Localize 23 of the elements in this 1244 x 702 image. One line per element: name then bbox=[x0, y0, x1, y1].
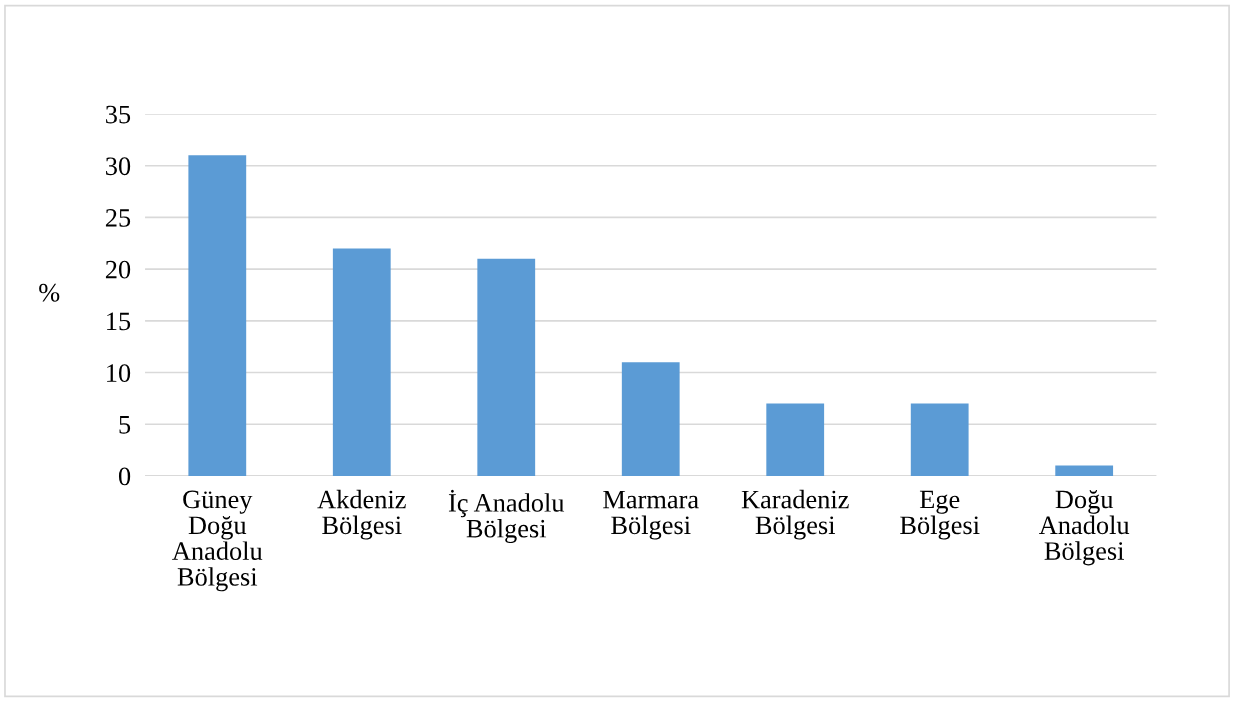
y-tick-label: 10 bbox=[107, 364, 131, 382]
x-tick-label: Karadeniz Bölgesi bbox=[741, 489, 849, 540]
bar bbox=[766, 403, 825, 476]
y-tick-label: 20 bbox=[105, 260, 131, 279]
y-tick-label: 0 bbox=[118, 467, 131, 486]
bar bbox=[1055, 465, 1114, 476]
y-tick-label: 5 bbox=[119, 416, 131, 434]
x-tick-label: Marmara Bölgesi bbox=[603, 490, 699, 540]
y-tick-label: 25 bbox=[105, 209, 131, 227]
bar bbox=[188, 155, 247, 476]
bar bbox=[910, 403, 969, 476]
y-axis-title: % bbox=[39, 283, 60, 302]
x-tick-label: İç Anadolu Bölgesi bbox=[448, 489, 565, 543]
x-tick-label: Ege Bölgesi bbox=[900, 490, 980, 540]
bar bbox=[332, 248, 391, 476]
bar bbox=[477, 258, 536, 476]
y-tick-label: 30 bbox=[106, 157, 131, 176]
x-tick-label: Akdeniz Bölgesi bbox=[317, 489, 406, 540]
bar bbox=[621, 362, 680, 476]
y-tick-label: 15 bbox=[107, 312, 131, 331]
x-tick-label: Doğu Anadolu Bölgesi bbox=[1039, 490, 1130, 566]
x-tick-label: Güney Doğu Anadolu Bölgesi bbox=[172, 490, 263, 592]
y-tick-label: 35 bbox=[106, 105, 131, 124]
